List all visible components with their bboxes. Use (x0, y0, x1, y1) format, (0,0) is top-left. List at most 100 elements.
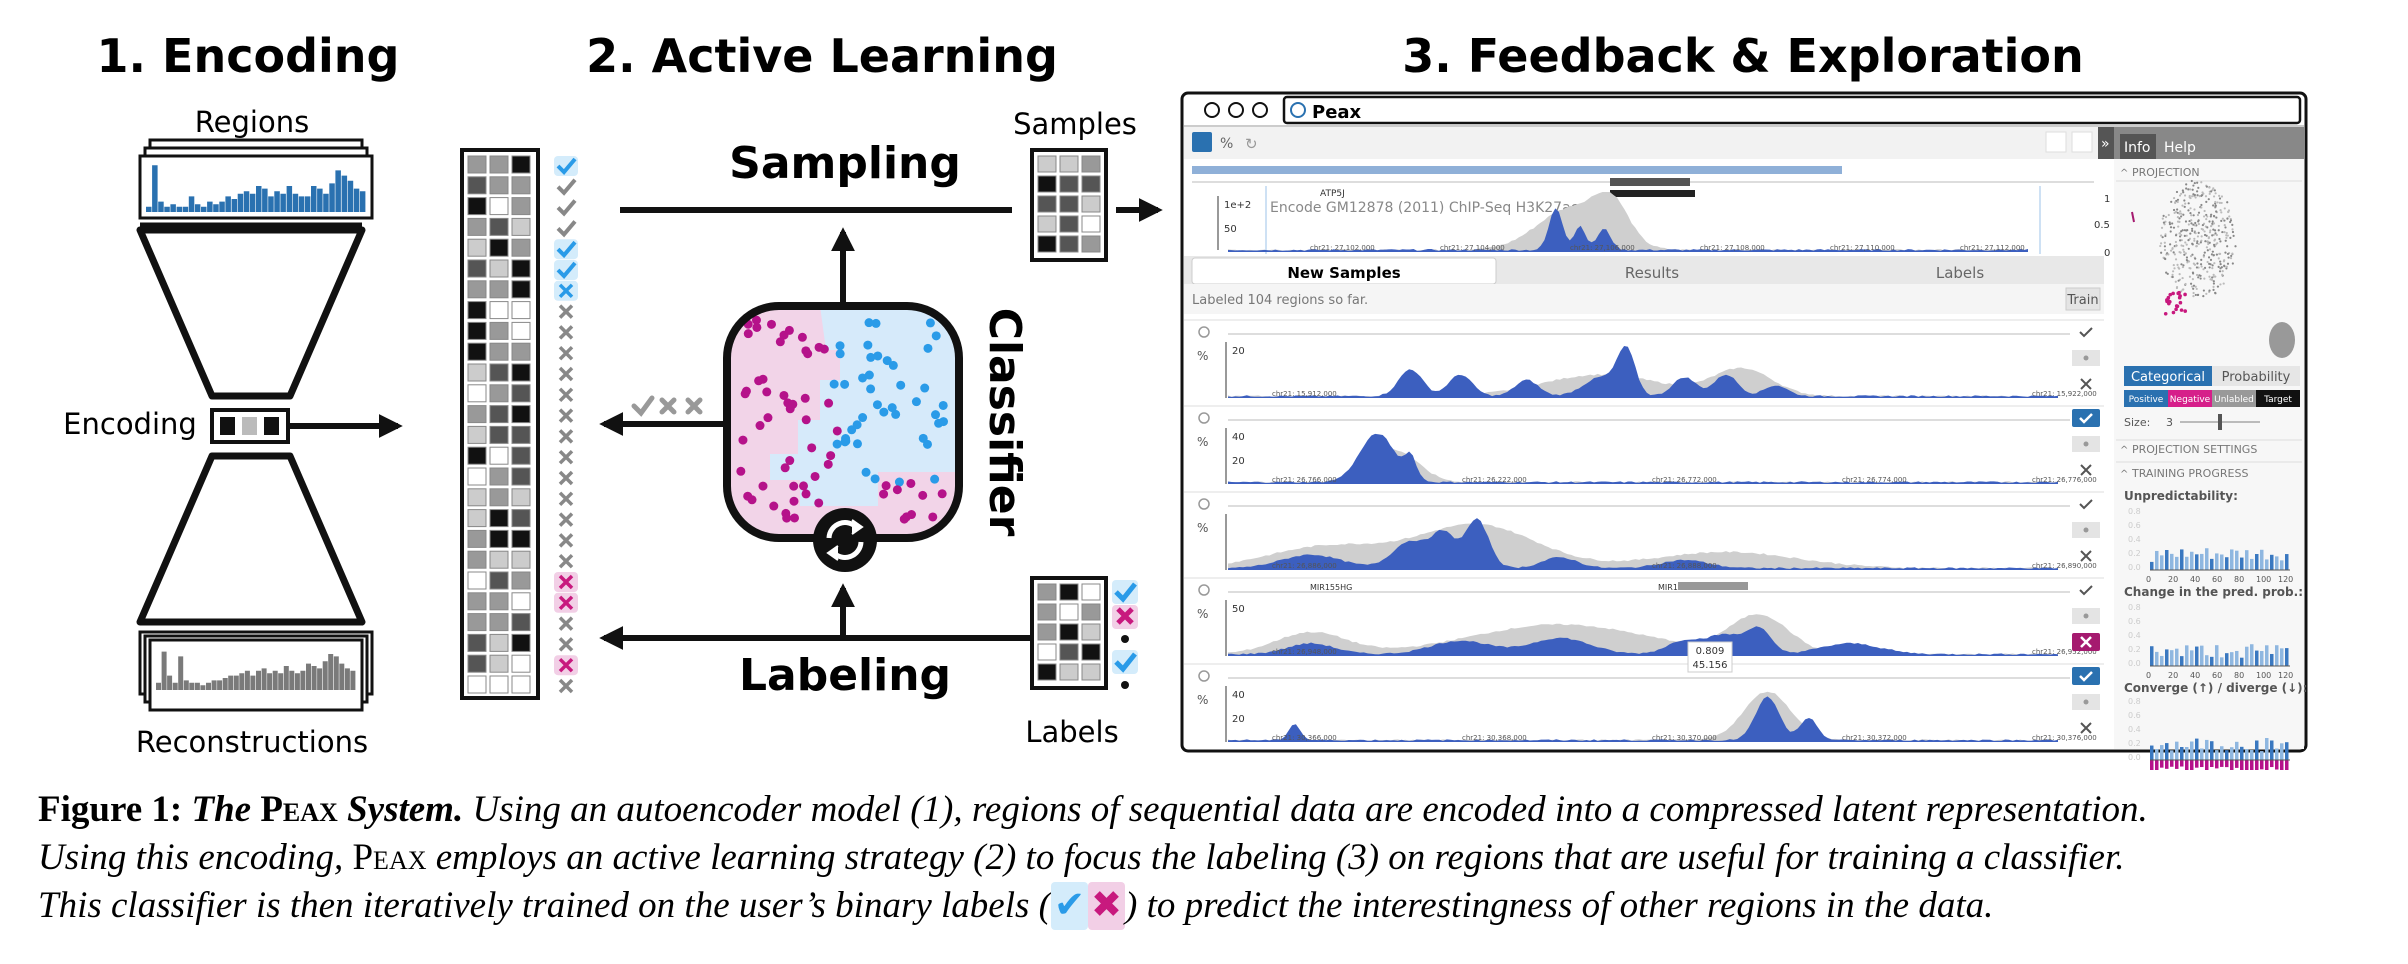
projection-point (2220, 195, 2224, 198)
projection-point (2178, 250, 2181, 254)
projection-point (2214, 200, 2217, 204)
color-probability-button[interactable] (2212, 366, 2300, 386)
signal-background (1228, 367, 2058, 398)
progress-bar-negative (2150, 760, 2154, 770)
download-tool-button[interactable] (2071, 131, 2093, 153)
x-tick: chr21: 26,952,000 (2032, 648, 2097, 656)
projection-point (2171, 310, 2176, 315)
x-tick: 100 (2256, 575, 2271, 584)
training-progress-header[interactable]: TRAINING PROGRESS (2131, 467, 2248, 480)
projection-point (2202, 289, 2205, 292)
size-slider-handle[interactable] (2218, 414, 2222, 430)
row-select-icon (1198, 498, 1210, 510)
collapse-sidebar-button[interactable] (2098, 127, 2114, 159)
metric-change: Change in the pred. prob.: (2124, 585, 2303, 599)
projection-point (2175, 286, 2179, 290)
progress-bar (2170, 650, 2174, 666)
matrix-cell (467, 467, 487, 486)
projection-point (2226, 245, 2229, 248)
tab-help[interactable]: Help (2164, 140, 2196, 156)
projection-point (2172, 251, 2175, 254)
caption-line-2: Using this encoding, Peax employs an act… (38, 834, 2388, 882)
tab-labels[interactable]: Labels (1936, 264, 1984, 282)
projection-point (2220, 211, 2223, 214)
projection-point (2196, 293, 2199, 297)
projection-point (2185, 256, 2189, 259)
projection-point (2208, 275, 2211, 278)
cross-icon (558, 449, 574, 465)
progress-bar (2185, 645, 2189, 666)
progress-bar (2185, 747, 2189, 760)
projection-point (2181, 288, 2184, 291)
x-tick: 40 (2190, 671, 2200, 680)
projection-point (2188, 219, 2191, 223)
progress-bar (2175, 741, 2179, 760)
legend-unlabeled[interactable] (2212, 390, 2256, 407)
projection-point (2179, 210, 2182, 213)
class-point (762, 387, 772, 397)
progress-bar (2225, 557, 2229, 570)
color-categorical-button[interactable] (2124, 366, 2212, 386)
percent-tool-icon[interactable]: % (1220, 136, 1233, 152)
projection-point (2197, 266, 2200, 269)
progress-bar (2285, 554, 2289, 570)
percent-icon: % (1197, 693, 1208, 707)
y-tick: 0.8 (2128, 697, 2141, 706)
projection-point (2196, 241, 2199, 245)
matrix-cell (511, 488, 531, 507)
projection-point (2199, 241, 2202, 244)
projection-point (2212, 243, 2216, 246)
unpredictability-chart: 0.8 0.6 0.4 0.2 0.0 0 20 40 60 80 100 120 (2128, 507, 2293, 584)
projection-point (2210, 225, 2213, 228)
train-button[interactable] (2065, 287, 2101, 311)
tab-info[interactable] (2120, 134, 2156, 159)
projection-point (2164, 233, 2167, 236)
projection-point (2229, 219, 2233, 222)
caption-text-3a: This classifier is then iteratively trai… (38, 885, 1051, 926)
projection-point (2169, 249, 2173, 252)
info-tool-button[interactable] (2045, 131, 2067, 153)
projection-point (2228, 215, 2231, 218)
projection-settings-header[interactable]: PROJECTION SETTINGS (2132, 443, 2257, 456)
projection-point (2194, 293, 2197, 297)
projection-point (2231, 230, 2235, 234)
projection-point (2200, 203, 2203, 207)
projection-point (2189, 232, 2192, 235)
window-dot[interactable] (1252, 102, 1268, 118)
progress-bar (2185, 556, 2189, 570)
projection-point (2202, 192, 2205, 195)
address-bar[interactable] (1282, 95, 2302, 125)
projection-point (2215, 216, 2218, 219)
projection-point (2217, 257, 2220, 260)
progress-bar (2240, 657, 2244, 666)
projection-point (2165, 271, 2168, 274)
progress-bar-negative (2210, 760, 2214, 767)
matrix-cell (1037, 603, 1057, 621)
projection-scatter[interactable] (2131, 179, 2237, 316)
projection-point (2174, 234, 2178, 237)
matrix-cell (511, 467, 531, 486)
refresh-icon[interactable]: ↻ (1245, 135, 1258, 153)
percent-icon: % (1197, 435, 1208, 449)
legend-negative[interactable] (2168, 390, 2212, 407)
matrix-cell (1037, 195, 1057, 213)
progress-bar (2155, 550, 2159, 570)
projection-point (2164, 234, 2167, 238)
window-dot[interactable] (1204, 102, 1220, 118)
legend-positive[interactable] (2124, 390, 2168, 407)
projection-header[interactable]: PROJECTION (2132, 166, 2200, 179)
tab-results[interactable]: Results (1625, 264, 1679, 282)
select-tool-button[interactable] (1192, 132, 1212, 152)
cross-icon (558, 470, 574, 486)
caption-line-1: Figure 1: The Peax System. Using an auto… (38, 786, 2388, 834)
window-dot[interactable] (1228, 102, 1244, 118)
projection-point (2206, 240, 2209, 243)
matrix-cell (489, 155, 509, 174)
legend-target[interactable] (2256, 390, 2300, 407)
class-point (779, 330, 789, 340)
label-positive-button (2072, 409, 2100, 427)
projection-point (2208, 262, 2211, 265)
y-tick: 0.4 (2128, 535, 2141, 544)
matrix-cell (467, 675, 487, 694)
projection-point (2209, 215, 2212, 218)
